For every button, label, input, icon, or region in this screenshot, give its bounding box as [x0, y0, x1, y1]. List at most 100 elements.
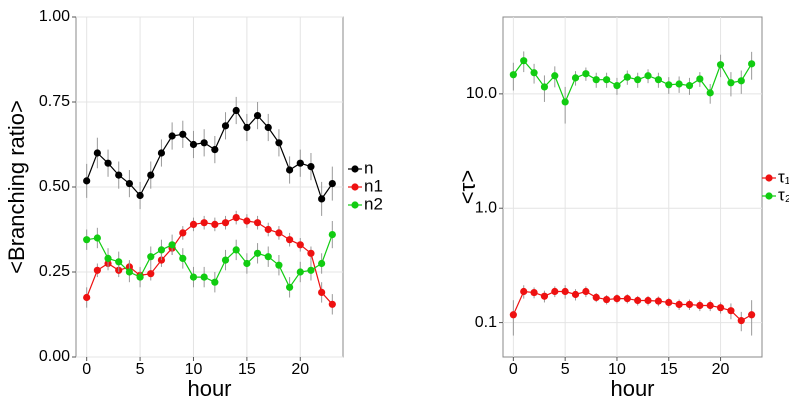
legend-label: n1	[364, 176, 383, 195]
data-point	[613, 82, 621, 90]
x-tick-label: 0	[509, 361, 518, 378]
data-point	[93, 266, 101, 274]
data-point	[200, 139, 208, 147]
plot-panel	[502, 16, 763, 358]
data-point	[125, 268, 133, 276]
data-point	[307, 249, 315, 257]
x-tick-label: 15	[238, 361, 256, 378]
data-point	[157, 246, 166, 254]
x-tick-label: 10	[185, 361, 203, 378]
data-point	[125, 180, 133, 188]
data-point	[530, 288, 538, 297]
data-point	[727, 79, 735, 87]
data-point	[253, 219, 262, 227]
data-point	[675, 80, 683, 88]
data-point	[509, 311, 517, 319]
y-tick-label: 0.50	[39, 178, 70, 195]
data-point	[179, 229, 187, 237]
data-point	[706, 89, 714, 97]
x-tick-label: 15	[660, 361, 678, 378]
data-point	[748, 60, 756, 68]
data-point	[211, 278, 219, 286]
data-point	[520, 57, 528, 65]
data-point	[104, 254, 112, 262]
data-point	[189, 140, 198, 149]
data-point	[328, 300, 336, 308]
data-point	[168, 241, 176, 249]
data-point	[115, 258, 123, 266]
x-axis-title: hour	[187, 376, 231, 401]
data-point	[561, 287, 569, 296]
data-point	[603, 76, 611, 84]
data-point	[136, 191, 144, 200]
data-point	[93, 234, 101, 242]
legend-key	[351, 165, 359, 173]
y-axis-title: <τ>	[455, 170, 480, 204]
data-point	[675, 300, 683, 309]
data-point	[727, 307, 735, 315]
data-point	[83, 293, 91, 302]
y-tick-label: 1.00	[39, 8, 70, 25]
data-point	[748, 311, 756, 319]
data-point	[644, 72, 652, 80]
data-point	[318, 195, 326, 203]
y-tick-label: 0.75	[39, 93, 70, 110]
legend-label: τ₂	[778, 185, 789, 204]
data-point	[275, 229, 283, 237]
data-point	[716, 61, 725, 69]
data-point	[328, 180, 336, 188]
y-tick-label: 0.1	[475, 314, 497, 331]
data-point	[685, 82, 694, 90]
data-point	[706, 301, 714, 310]
data-point	[603, 295, 611, 304]
x-tick-label: 0	[82, 361, 91, 378]
x-axis-title: hour	[610, 376, 654, 401]
data-point	[592, 76, 600, 84]
data-point	[634, 76, 642, 84]
data-point	[582, 287, 590, 296]
legend-label: n2	[364, 194, 383, 213]
y-tick-label: 10.0	[466, 85, 497, 102]
data-point	[93, 149, 101, 157]
data-point	[665, 81, 673, 89]
data-point	[571, 290, 580, 299]
data-point	[286, 236, 294, 244]
data-point	[582, 70, 590, 78]
legend-key	[351, 183, 359, 191]
data-point	[253, 112, 262, 120]
data-point	[509, 71, 517, 79]
data-point	[189, 220, 198, 228]
data-point	[696, 75, 704, 83]
data-point	[551, 287, 559, 296]
data-point	[275, 139, 283, 147]
data-point	[737, 77, 745, 85]
x-tick-label: 10	[608, 361, 626, 378]
data-point	[157, 149, 166, 157]
data-point	[232, 246, 240, 254]
data-point	[716, 304, 725, 312]
legend-label: n	[364, 158, 373, 177]
legend-key	[765, 192, 773, 200]
data-point	[136, 273, 144, 281]
data-point	[200, 273, 208, 281]
data-point	[232, 106, 240, 115]
data-point	[307, 266, 315, 274]
y-tick-label: 1.0	[475, 199, 497, 216]
data-point	[307, 163, 315, 171]
data-point	[737, 317, 745, 325]
data-point	[665, 298, 673, 307]
y-axis-title: <Branching ratio>	[4, 100, 29, 274]
data-point	[243, 123, 251, 132]
data-point	[221, 256, 230, 264]
data-point	[561, 98, 569, 106]
data-point	[243, 217, 251, 225]
data-point	[328, 231, 336, 239]
data-point	[296, 241, 304, 249]
data-point	[318, 259, 326, 268]
data-point	[200, 219, 208, 227]
data-point	[221, 122, 230, 130]
x-tick-label: 5	[561, 361, 570, 378]
data-point	[644, 296, 652, 305]
x-tick-label: 5	[136, 361, 145, 378]
legend-label: τ₁	[778, 167, 789, 186]
